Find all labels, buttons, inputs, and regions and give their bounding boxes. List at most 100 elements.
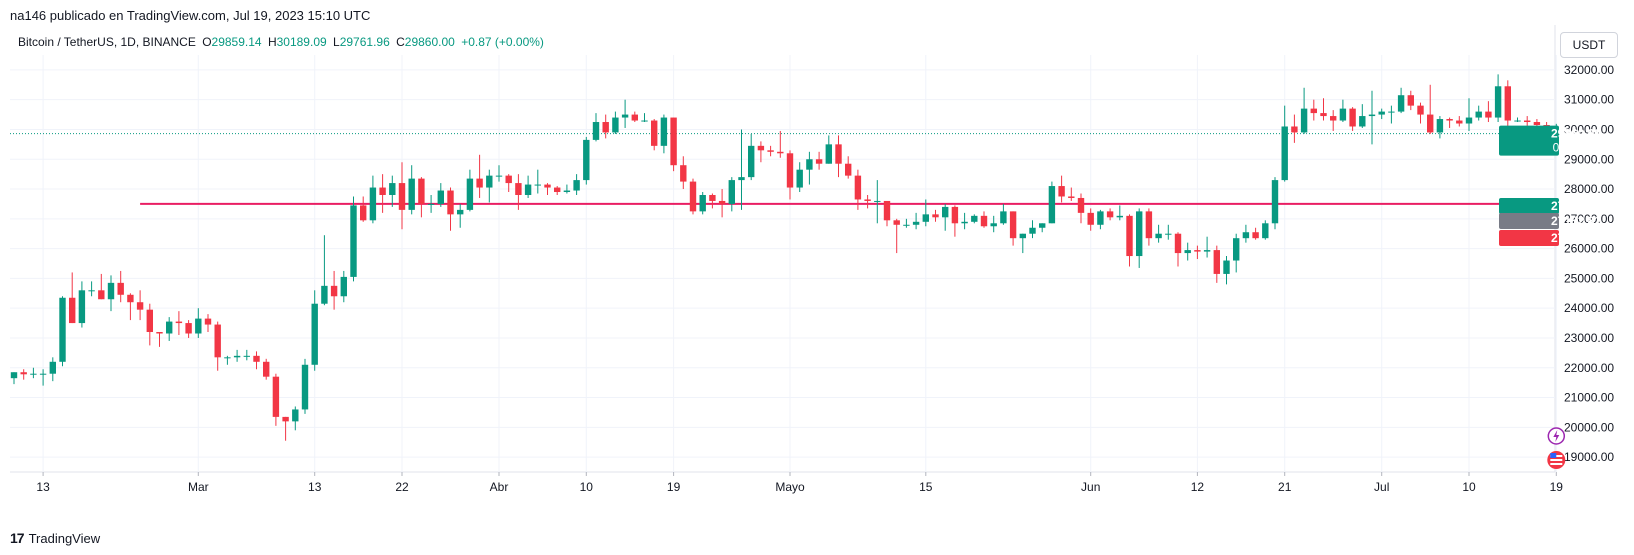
- candle: [845, 156, 852, 179]
- candle: [815, 151, 823, 170]
- candle-body: [1320, 113, 1327, 117]
- x-tick-label: Jul: [1374, 480, 1389, 494]
- candle-body: [767, 150, 774, 152]
- candle: [1126, 214, 1133, 267]
- candle: [311, 290, 318, 371]
- price-tag-label: 27152.81: [1551, 214, 1601, 228]
- candle-body: [156, 332, 163, 334]
- candle-body: [1446, 119, 1453, 121]
- us-flag-event-icon: [1547, 451, 1566, 469]
- candle-body: [680, 165, 687, 182]
- us-flag-stripe: [1550, 463, 1563, 465]
- candle: [942, 203, 949, 231]
- footer-brand[interactable]: 17 TradingView: [10, 530, 100, 546]
- price-tag-label: 27263.13: [1551, 199, 1601, 213]
- candle: [1019, 233, 1026, 254]
- candle: [1446, 117, 1453, 128]
- candle-body: [922, 214, 929, 222]
- candle-body: [1330, 116, 1337, 121]
- candle: [767, 145, 774, 157]
- candle: [59, 296, 66, 367]
- x-tick-label: 22: [395, 480, 409, 494]
- candle: [583, 136, 590, 185]
- candle: [748, 133, 755, 181]
- candle-body: [175, 321, 183, 324]
- candle: [1097, 209, 1104, 230]
- candle-body: [1126, 215, 1133, 257]
- candle-body: [1533, 122, 1541, 125]
- candle: [835, 135, 842, 178]
- candle-body: [689, 181, 697, 212]
- candle-body: [1281, 126, 1288, 181]
- candle: [1417, 102, 1424, 124]
- candle: [1320, 98, 1327, 121]
- candle-body: [1233, 238, 1240, 261]
- candle-body: [786, 153, 794, 188]
- candle-body: [301, 364, 309, 410]
- candle-body: [505, 175, 512, 184]
- candle-body: [418, 178, 425, 204]
- candle: [263, 358, 270, 380]
- candle: [476, 154, 483, 198]
- candle: [757, 141, 765, 163]
- x-tick-label: 19: [667, 480, 681, 494]
- candle: [1252, 227, 1259, 240]
- candle-body: [825, 144, 832, 164]
- candle-body: [592, 122, 600, 140]
- candle: [728, 177, 735, 212]
- candle-body: [321, 285, 328, 304]
- candle-body: [282, 416, 289, 422]
- candle-body: [854, 175, 862, 200]
- candle: [699, 192, 706, 215]
- currency-button[interactable]: USDT: [1560, 32, 1618, 58]
- candle: [1194, 245, 1201, 260]
- candle-body: [117, 282, 124, 295]
- close-label: C: [396, 35, 405, 49]
- candle: [951, 205, 959, 237]
- candle: [495, 165, 503, 182]
- candle-body: [1058, 186, 1065, 197]
- candle: [408, 165, 415, 215]
- candle-body: [1514, 120, 1521, 122]
- candle: [1281, 105, 1288, 182]
- candle: [1310, 99, 1317, 121]
- candle-body: [127, 294, 134, 303]
- candle-body: [311, 303, 318, 365]
- x-tick-label: 13: [308, 480, 322, 494]
- candle-body: [379, 187, 386, 195]
- candle-body: [728, 180, 735, 204]
- candle: [10, 372, 18, 385]
- candle-body: [1417, 105, 1424, 115]
- candle-body: [389, 183, 396, 195]
- candle: [932, 209, 939, 222]
- candle: [360, 196, 367, 222]
- candle-body: [990, 223, 997, 227]
- candle: [1058, 175, 1065, 203]
- candle-body: [224, 357, 231, 359]
- candle: [69, 272, 76, 324]
- candle-body: [534, 184, 541, 186]
- candle: [680, 156, 687, 190]
- candle-body: [1368, 114, 1376, 117]
- candle-body: [845, 163, 852, 176]
- y-tick-label: 27000.00: [1564, 212, 1614, 226]
- candle: [379, 174, 386, 213]
- candle: [796, 162, 803, 193]
- candle-body: [1504, 86, 1511, 121]
- candle: [573, 174, 580, 195]
- price-tag: [1499, 198, 1559, 214]
- candle: [1524, 116, 1531, 127]
- candle-body: [1310, 108, 1317, 114]
- candle-body: [554, 187, 561, 193]
- candle: [1165, 224, 1172, 240]
- candle: [1000, 203, 1007, 225]
- x-tick-label: Mayo: [775, 480, 805, 494]
- candle: [272, 373, 280, 426]
- candle: [1223, 256, 1230, 285]
- close-value: 29860.00: [404, 35, 455, 49]
- candle: [1388, 105, 1395, 124]
- candle-body: [1252, 232, 1259, 239]
- candle-body: [1039, 223, 1046, 228]
- price-tag: [1499, 125, 1559, 156]
